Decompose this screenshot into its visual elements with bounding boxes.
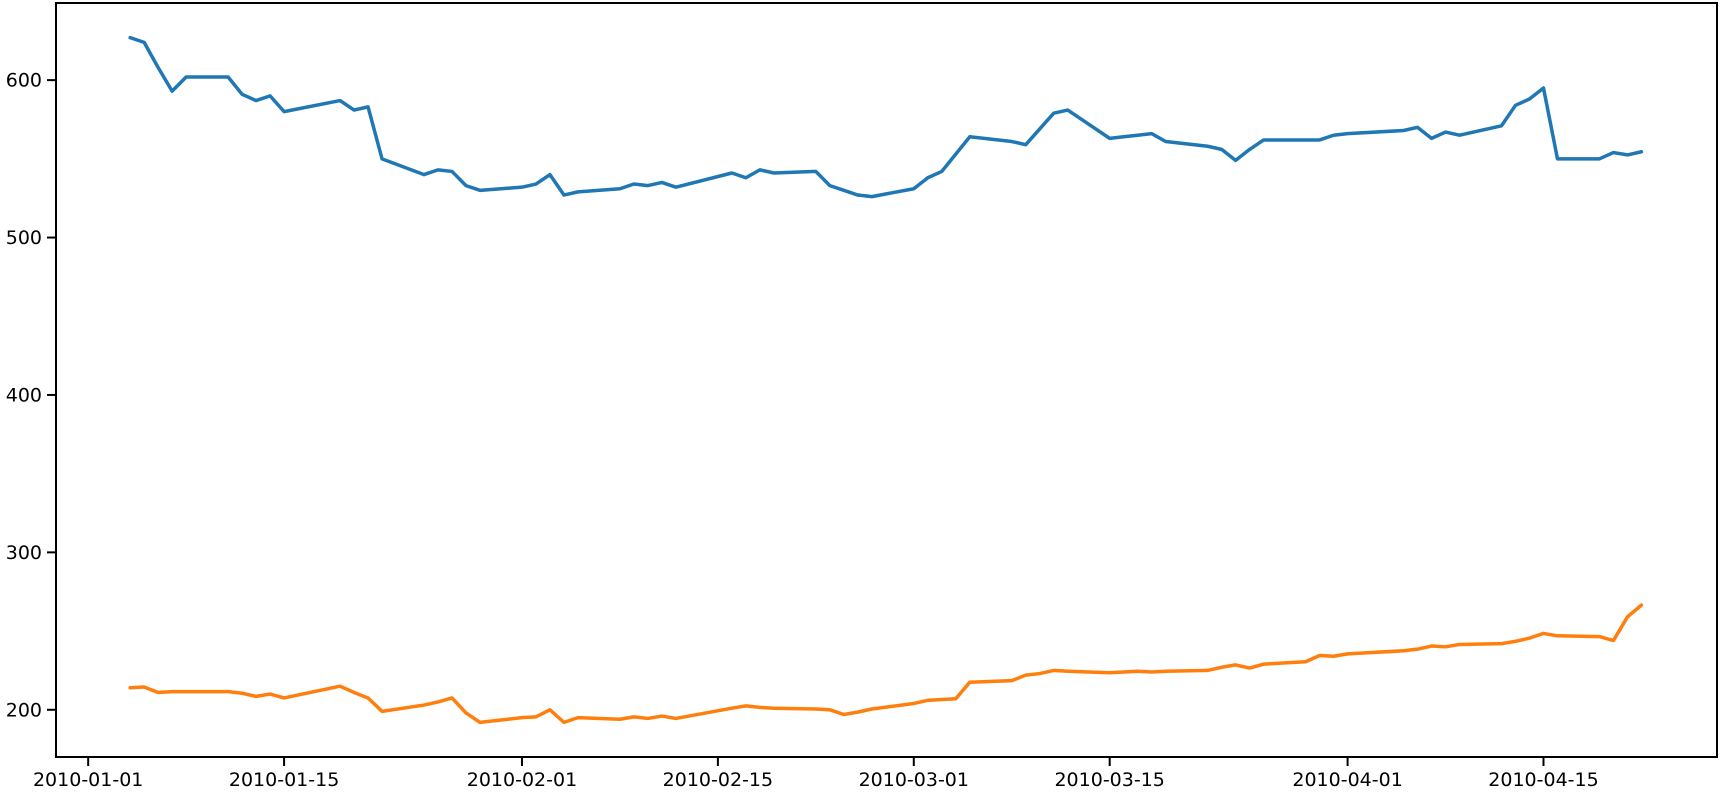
y-tick-label: 600: [6, 70, 42, 92]
x-axis: 2010-01-01 2010-01-15 2010-02-01 2010-02-15…: [33, 757, 1599, 791]
x-tick-label: 2010-03-15: [1054, 769, 1164, 791]
x-tick-label: 2010-03-01: [859, 769, 969, 791]
y-tick-label: 300: [6, 542, 42, 564]
x-tick-label: 2010-01-01: [33, 769, 143, 791]
x-tick-label: 2010-01-15: [229, 769, 339, 791]
x-tick-label: 2010-02-15: [663, 769, 773, 791]
axes-spines: [55, 2, 1718, 758]
y-axis: 200 300 400 500 600: [6, 70, 56, 721]
plot-frame: [55, 2, 1718, 758]
plot-series-group: [128, 35, 1644, 725]
x-tick-label: 2010-02-01: [467, 769, 577, 791]
x-tick-label: 2010-04-01: [1292, 769, 1402, 791]
y-tick-label: 400: [6, 384, 42, 406]
y-tick-label: 500: [6, 227, 42, 249]
y-tick-label: 200: [6, 699, 42, 721]
x-tick-label: 2010-04-15: [1488, 769, 1598, 791]
data-line-2: [128, 603, 1644, 725]
data-line-1: [128, 35, 1644, 199]
